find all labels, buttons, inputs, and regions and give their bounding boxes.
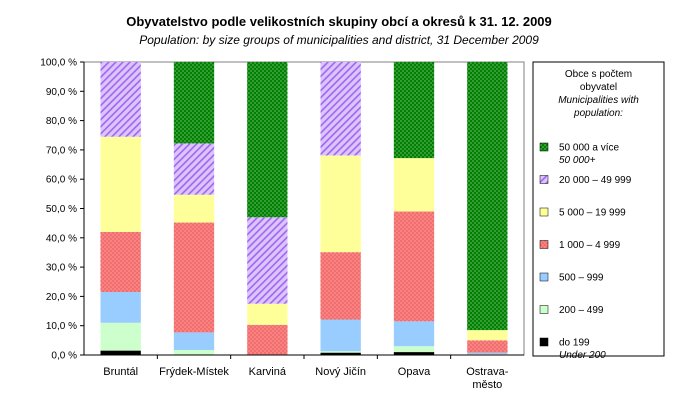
legend-swatch [539,175,549,184]
legend-box [532,61,665,357]
bar-segment-4-3 [247,324,288,355]
bar-segment-2-1 [100,322,141,351]
y-tick-label: 0,0 % [51,351,77,362]
y-tick-label: 30,0 % [46,263,77,274]
bar-segment-5-5 [393,158,435,212]
plot-area [83,61,525,356]
x-category-label: Ostrava-město [466,366,509,391]
bar-segment-4-1 [100,231,141,293]
chart-title: Obyvatelstvo podle velikostních skupiny … [126,14,552,29]
bar-segment-5-1 [100,136,141,232]
legend-swatch [539,207,549,217]
bar-segment-3-6 [467,352,508,355]
bar-segment-5-3 [247,303,288,325]
legend-label: 50 000 a více [559,143,619,154]
bar-segment-2-4 [320,351,361,353]
bar-segment-5-6 [467,330,508,341]
bar-segment-4-2 [173,222,215,333]
legend-swatch [539,305,549,314]
legend-title-en: population: [573,108,623,119]
chart-subtitle: Population: by size groups of municipali… [139,33,539,47]
legend-label: 5 000 – 19 999 [559,208,626,219]
x-category-label: Opava [398,366,431,378]
bar-segment-6-4 [320,62,361,156]
bar-segment-3-2 [173,332,215,351]
x-category-label: Frýdek-Místek [159,366,229,378]
y-tick-label: 80,0 % [46,116,77,127]
bar-segment-3-4 [320,319,361,352]
legend-swatch [539,240,549,249]
y-tick-label: 20,0 % [46,292,77,303]
bar-segment-5-2 [173,194,215,223]
x-category-label: Bruntál [103,366,138,378]
bar-segment-6-3 [247,217,288,304]
legend-label: 1 000 – 4 999 [559,240,621,251]
legend-label: 200 – 499 [559,305,604,316]
legend-label: 500 – 999 [559,273,604,284]
legend-label: 20 000 – 49 999 [559,175,632,186]
y-tick-label: 100,0 % [40,58,77,69]
bar-segment-3-1 [100,292,141,323]
bar-segment-6-1 [100,62,141,137]
legend-swatch [539,272,549,282]
bar-segment-4-4 [320,252,361,320]
legend-title: Obce s počtem [565,69,632,80]
y-tick-label: 90,0 % [46,87,77,98]
x-category-label: Nový Jičín [315,366,366,378]
legend-label: do 199 [559,338,590,349]
bar-segment-7-6 [467,62,508,331]
bar-segment-3-5 [393,321,435,347]
legend-swatch [539,142,549,152]
bar-segment-1-4 [320,352,361,355]
legend-swatch [539,337,549,347]
y-tick-label: 40,0 % [46,233,77,244]
bar-segment-7-5 [393,62,435,159]
y-tick-label: 60,0 % [46,175,77,186]
y-tick-label: 10,0 % [46,321,77,332]
x-category-label: Karviná [249,366,287,378]
bar-segment-5-4 [320,155,361,253]
legend-label-en: Under 200 [559,350,606,361]
bar-segment-6-2 [173,143,215,195]
bar-segment-2-2 [173,350,215,355]
bar-segment-2-5 [393,346,435,353]
bar-segment-1-1 [100,350,141,355]
bar-segment-4-5 [393,211,435,322]
bar-segment-4-6 [467,340,508,353]
bar-segment-1-5 [393,352,435,355]
legend-title-en: Municipalities with [558,95,639,106]
legend-label-en: 50 000+ [559,155,596,166]
bar-segment-7-2 [173,62,215,144]
y-tick-label: 50,0 % [46,204,77,215]
bar-segment-7-3 [247,62,288,218]
legend-title: obyvatel [580,82,617,93]
y-tick-label: 70,0 % [46,145,77,156]
